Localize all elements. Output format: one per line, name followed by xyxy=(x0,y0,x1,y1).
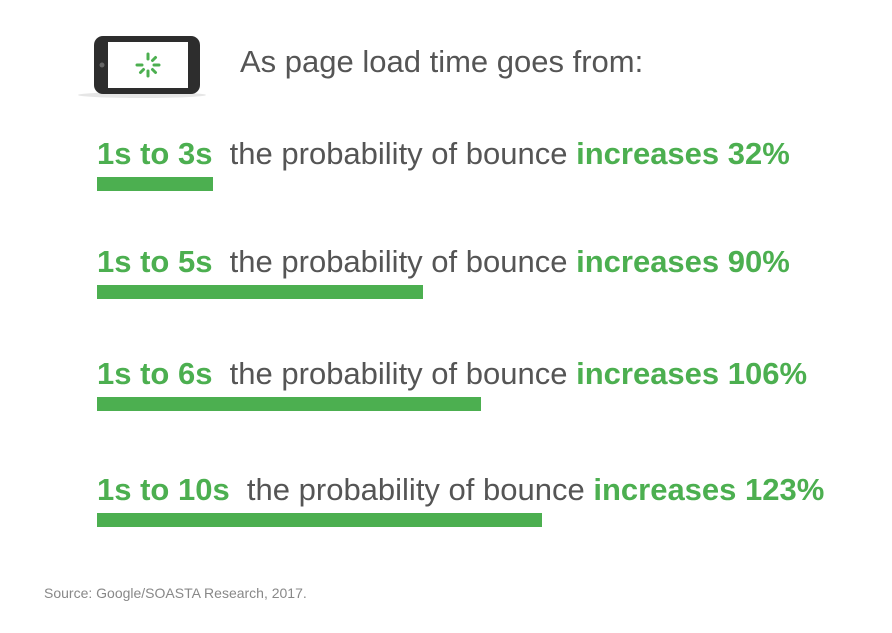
increase-label: increases xyxy=(576,244,728,279)
bounce-text: the probability of bounce xyxy=(212,136,577,171)
row-text: 1s to 5s the probability of bounce incre… xyxy=(97,244,790,280)
increase-label: increases xyxy=(593,472,746,507)
value-label: 106% xyxy=(727,356,808,391)
header: As page load time goes from: xyxy=(0,0,892,110)
bar xyxy=(97,285,423,299)
category-label: 1s to 5s xyxy=(97,244,213,279)
bounce-text: the probability of bounce xyxy=(212,244,577,279)
bounce-text: the probability of bounce xyxy=(212,356,577,391)
increase-label: increases xyxy=(576,356,728,391)
chart-row: 1s to 3s the probability of bounce incre… xyxy=(97,136,877,206)
chart-row: 1s to 6s the probability of bounce incre… xyxy=(97,356,877,426)
loading-phone-icon xyxy=(78,36,206,98)
category-label: 1s to 3s xyxy=(97,136,213,171)
row-text: 1s to 10s the probability of bounce incr… xyxy=(97,472,824,508)
category-label: 1s to 6s xyxy=(97,356,213,391)
bounce-text: the probability of bounce xyxy=(229,472,594,507)
category-label: 1s to 10s xyxy=(97,472,230,507)
value-label: 123% xyxy=(745,472,825,507)
headline: As page load time goes from: xyxy=(240,44,644,79)
chart-row: 1s to 5s the probability of bounce incre… xyxy=(97,244,877,314)
bar xyxy=(97,513,542,527)
bar xyxy=(97,177,213,191)
value-label: 32% xyxy=(727,136,790,171)
row-text: 1s to 3s the probability of bounce incre… xyxy=(97,136,790,172)
chart-row: 1s to 10s the probability of bounce incr… xyxy=(97,472,877,542)
source-note: Source: Google/SOASTA Research, 2017. xyxy=(44,585,307,601)
row-text: 1s to 6s the probability of bounce incre… xyxy=(97,356,807,392)
increase-label: increases xyxy=(576,136,728,171)
value-label: 90% xyxy=(727,244,790,279)
bar xyxy=(97,397,481,411)
